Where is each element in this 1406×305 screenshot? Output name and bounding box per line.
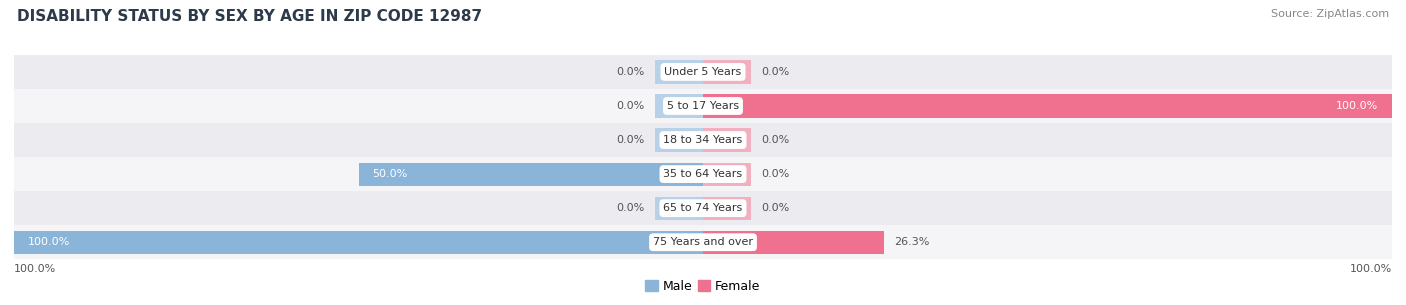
Bar bbox=[14, 123, 1392, 157]
Text: Under 5 Years: Under 5 Years bbox=[665, 67, 741, 77]
Text: 100.0%: 100.0% bbox=[1350, 264, 1392, 274]
Bar bbox=[703, 60, 751, 84]
Text: 0.0%: 0.0% bbox=[616, 67, 644, 77]
Bar bbox=[703, 95, 1392, 117]
Bar bbox=[14, 225, 1392, 259]
Text: 100.0%: 100.0% bbox=[1336, 101, 1378, 111]
Text: 0.0%: 0.0% bbox=[762, 169, 790, 179]
Text: Source: ZipAtlas.com: Source: ZipAtlas.com bbox=[1271, 9, 1389, 19]
Text: 75 Years and over: 75 Years and over bbox=[652, 237, 754, 247]
Text: 0.0%: 0.0% bbox=[616, 203, 644, 213]
Bar bbox=[655, 128, 703, 152]
Bar bbox=[14, 191, 1392, 225]
Bar bbox=[14, 55, 1392, 89]
Text: 18 to 34 Years: 18 to 34 Years bbox=[664, 135, 742, 145]
Text: 5 to 17 Years: 5 to 17 Years bbox=[666, 101, 740, 111]
Bar bbox=[703, 197, 751, 220]
Bar bbox=[14, 157, 1392, 191]
Text: 0.0%: 0.0% bbox=[762, 135, 790, 145]
Legend: Male, Female: Male, Female bbox=[641, 275, 765, 298]
Bar bbox=[655, 60, 703, 84]
Text: 35 to 64 Years: 35 to 64 Years bbox=[664, 169, 742, 179]
Text: 0.0%: 0.0% bbox=[616, 135, 644, 145]
Bar bbox=[359, 163, 703, 186]
Bar bbox=[14, 231, 703, 254]
Text: 65 to 74 Years: 65 to 74 Years bbox=[664, 203, 742, 213]
Text: 0.0%: 0.0% bbox=[616, 101, 644, 111]
Bar bbox=[703, 163, 751, 186]
Text: 100.0%: 100.0% bbox=[28, 237, 70, 247]
Text: 50.0%: 50.0% bbox=[373, 169, 408, 179]
Text: 26.3%: 26.3% bbox=[894, 237, 929, 247]
Text: 0.0%: 0.0% bbox=[762, 203, 790, 213]
Bar bbox=[655, 197, 703, 220]
Text: 100.0%: 100.0% bbox=[14, 264, 56, 274]
Bar bbox=[703, 128, 751, 152]
Bar bbox=[14, 89, 1392, 123]
Text: 0.0%: 0.0% bbox=[762, 67, 790, 77]
Text: DISABILITY STATUS BY SEX BY AGE IN ZIP CODE 12987: DISABILITY STATUS BY SEX BY AGE IN ZIP C… bbox=[17, 9, 482, 24]
Bar bbox=[703, 231, 884, 254]
Bar bbox=[655, 95, 703, 117]
